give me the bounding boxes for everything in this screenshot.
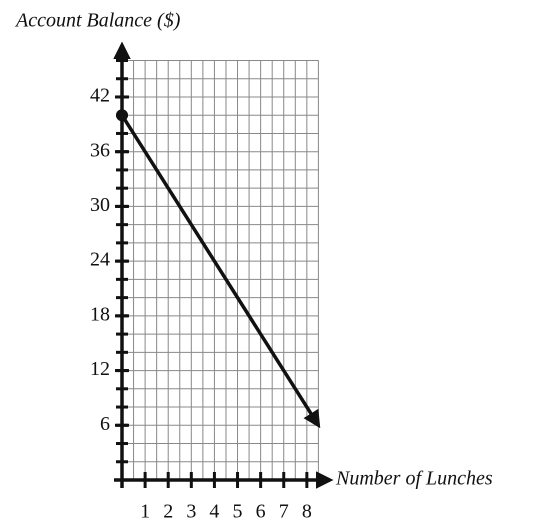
x-tick-label: 1 [140, 501, 150, 523]
y-tick-label: 24 [90, 249, 110, 271]
y-tick-label: 36 [90, 139, 110, 161]
y-tick-label: 6 [100, 413, 110, 435]
y-tick-label: 18 [90, 303, 110, 325]
y-axis-title: Account Balance ($) [14, 10, 181, 32]
x-tick-label: 8 [302, 501, 312, 523]
x-tick-label: 3 [186, 501, 196, 523]
x-tick-label: 2 [163, 501, 173, 523]
x-tick-label: 7 [279, 501, 289, 523]
y-tick-label: 12 [90, 358, 110, 380]
data-line [120, 114, 321, 429]
x-tick-label: 4 [209, 501, 219, 523]
y-tick-label: 30 [90, 194, 110, 216]
y-tick-label: 42 [90, 85, 110, 107]
x-axis-title: Number of Lunches [335, 468, 493, 490]
start-point [116, 109, 128, 122]
x-tick-label: 6 [256, 501, 266, 523]
x-tick-label: 5 [233, 501, 243, 523]
